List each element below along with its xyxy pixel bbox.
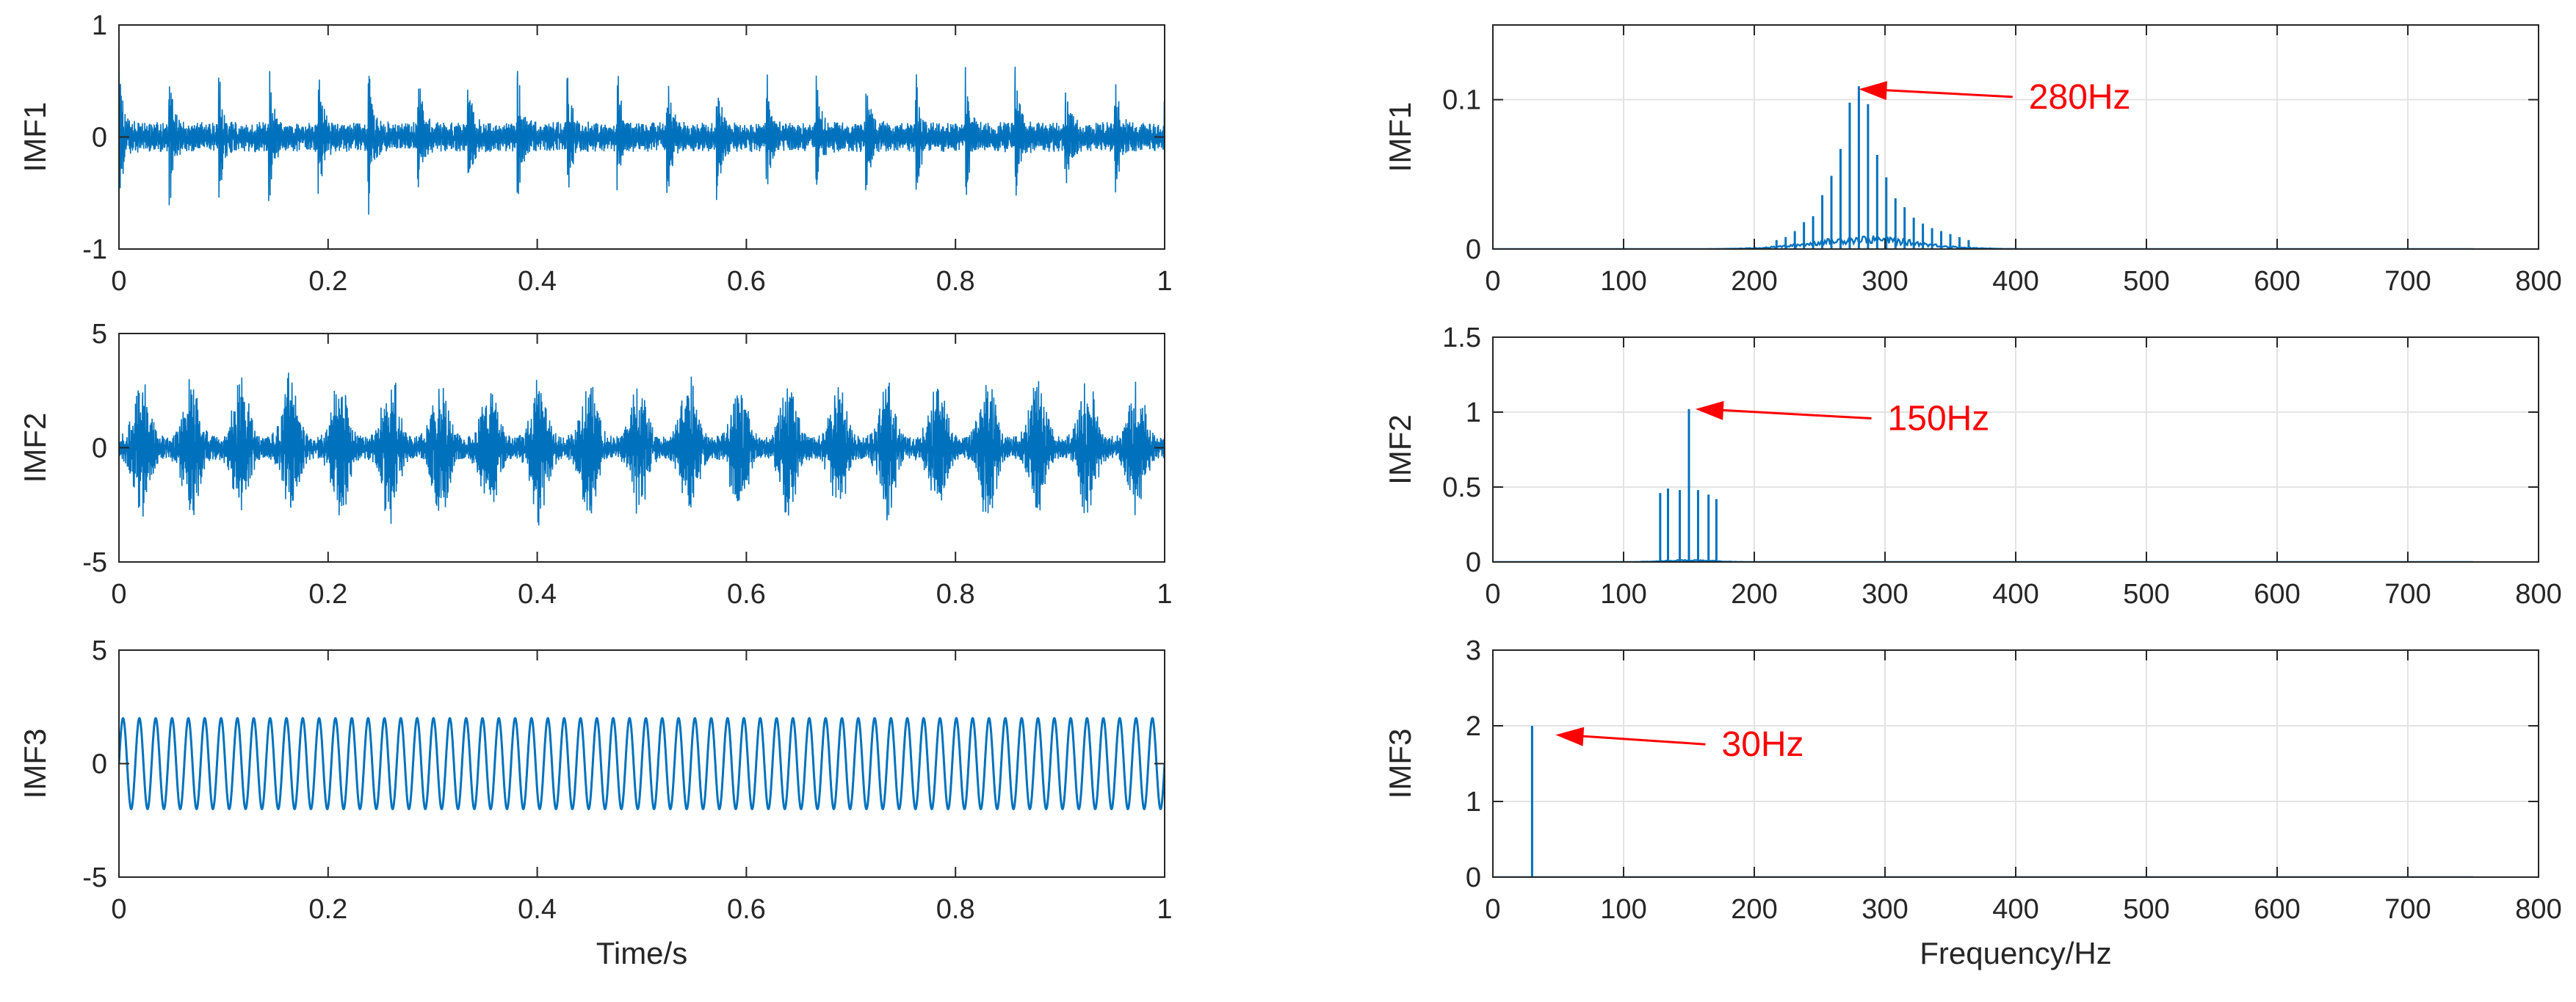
x-tick-label: 800 <box>2515 579 2561 610</box>
y-tick-label: 0 <box>1466 234 1481 265</box>
y-tick-label: 1 <box>1466 397 1481 428</box>
x-tick-label: 0.4 <box>518 266 557 297</box>
y-tick-label: 0 <box>1466 862 1481 893</box>
x-tick-label: 100 <box>1600 266 1646 297</box>
x-tick-label: 0 <box>111 894 126 925</box>
x-tick-label: 300 <box>1862 266 1908 297</box>
annotation-arrow <box>1866 87 2013 98</box>
x-tick-label: 700 <box>2384 579 2431 610</box>
x-axis-label: Time/s <box>596 936 687 970</box>
annotation-arrowhead <box>1859 81 1887 101</box>
y-tick-label: 2 <box>1466 711 1481 742</box>
x-tick-label: 400 <box>1992 266 2038 297</box>
x-tick-label: 0.2 <box>308 579 347 610</box>
y-tick-label: 1 <box>92 10 107 41</box>
x-tick-label: 0.6 <box>727 579 766 610</box>
x-tick-label: 500 <box>2123 266 2169 297</box>
x-tick-label: 0 <box>1485 894 1500 925</box>
y-tick-label: 0 <box>1466 547 1481 578</box>
x-tick-label: 800 <box>2515 894 2561 925</box>
x-tick-label: 200 <box>1731 894 1777 925</box>
y-tick-label: -1 <box>82 234 107 265</box>
y-axis-label: IMF2 <box>18 413 52 483</box>
x-tick-label: 0.6 <box>727 894 766 925</box>
y-tick-label: -5 <box>82 862 107 893</box>
x-tick-label: 0 <box>1485 266 1500 297</box>
x-tick-label: 600 <box>2254 894 2300 925</box>
y-axis-label: IMF2 <box>1383 414 1417 485</box>
panel-imf1-spectrum: 0 100 200 300 400 500 600 700 800 0 0.1 IMF1 280Hz <box>1383 24 2562 297</box>
annotation-arrow <box>1563 733 1706 746</box>
x-tick-label: 600 <box>2254 579 2300 610</box>
x-tick-label: 200 <box>1731 579 1777 610</box>
x-tick-label: 200 <box>1731 266 1777 297</box>
y-tick-label: 0 <box>92 433 107 464</box>
x-tick-label: 0 <box>1485 579 1500 610</box>
y-tick-label: 0.1 <box>1442 85 1481 116</box>
x-tick-label: 1 <box>1157 894 1172 925</box>
x-tick-label: 600 <box>2254 266 2300 297</box>
x-tick-label: 800 <box>2515 266 2561 297</box>
y-tick-label: 5 <box>92 319 107 350</box>
x-axis-label: Frequency/Hz <box>1920 936 2111 970</box>
y-axis-label: IMF3 <box>1383 729 1417 799</box>
x-tick-label: 0.8 <box>936 266 975 297</box>
panel-imf3-spectrum: 0 100 200 300 400 500 600 700 800 0 1 2 3 IMF3 Frequen… <box>1383 635 2562 970</box>
annotation-label: 280Hz <box>2029 78 2131 117</box>
series-line <box>119 45 1165 215</box>
x-tick-label: 0.2 <box>308 894 347 925</box>
x-tick-label: 1 <box>1157 579 1172 610</box>
y-tick-label: 0.5 <box>1442 472 1481 503</box>
y-tick-label: 1 <box>1466 787 1481 818</box>
x-tick-label: 0.6 <box>727 266 766 297</box>
x-tick-label: 400 <box>1992 579 2038 610</box>
series-line <box>119 372 1165 526</box>
x-tick-label: 500 <box>2123 894 2169 925</box>
y-tick-label: 5 <box>92 635 107 666</box>
annotation-label: 150Hz <box>1888 399 1990 438</box>
x-tick-label: 100 <box>1600 894 1646 925</box>
y-axis-label: IMF1 <box>1383 102 1417 173</box>
y-tick-label: 0 <box>92 123 107 154</box>
annotation-label: 30Hz <box>1722 725 1804 764</box>
x-tick-label: 700 <box>2384 266 2431 297</box>
x-tick-label: 700 <box>2384 894 2431 925</box>
x-tick-label: 0.8 <box>936 579 975 610</box>
x-tick-label: 300 <box>1862 894 1908 925</box>
y-axis-label: IMF1 <box>18 102 52 173</box>
panel-imf2-spectrum: 0 100 200 300 400 500 600 700 800 0 0.5 1 1.5 IMF2 150… <box>1383 322 2562 610</box>
y-tick-label: 3 <box>1466 635 1481 666</box>
annotation-arrow <box>1702 408 1872 419</box>
x-tick-label: 0.2 <box>308 266 347 297</box>
y-tick-label: -5 <box>82 547 107 578</box>
annotation-arrowhead <box>1555 727 1585 746</box>
series-line <box>119 716 1165 811</box>
x-tick-label: 1 <box>1157 266 1172 297</box>
x-tick-label: 400 <box>1992 894 2038 925</box>
y-tick-label: 0 <box>92 749 107 780</box>
x-tick-label: 0 <box>111 579 126 610</box>
annotation-arrowhead <box>1695 400 1724 420</box>
x-tick-label: 0.4 <box>518 579 557 610</box>
y-tick-label: 1.5 <box>1442 322 1481 353</box>
x-tick-label: 0.4 <box>518 894 557 925</box>
x-tick-label: 100 <box>1600 579 1646 610</box>
spectrum-baseline <box>1493 234 2473 249</box>
x-tick-label: 0.8 <box>936 894 975 925</box>
y-axis-label: IMF3 <box>18 729 52 799</box>
x-tick-label: 300 <box>1862 579 1908 610</box>
x-tick-label: 0 <box>111 266 126 297</box>
x-tick-label: 500 <box>2123 579 2169 610</box>
